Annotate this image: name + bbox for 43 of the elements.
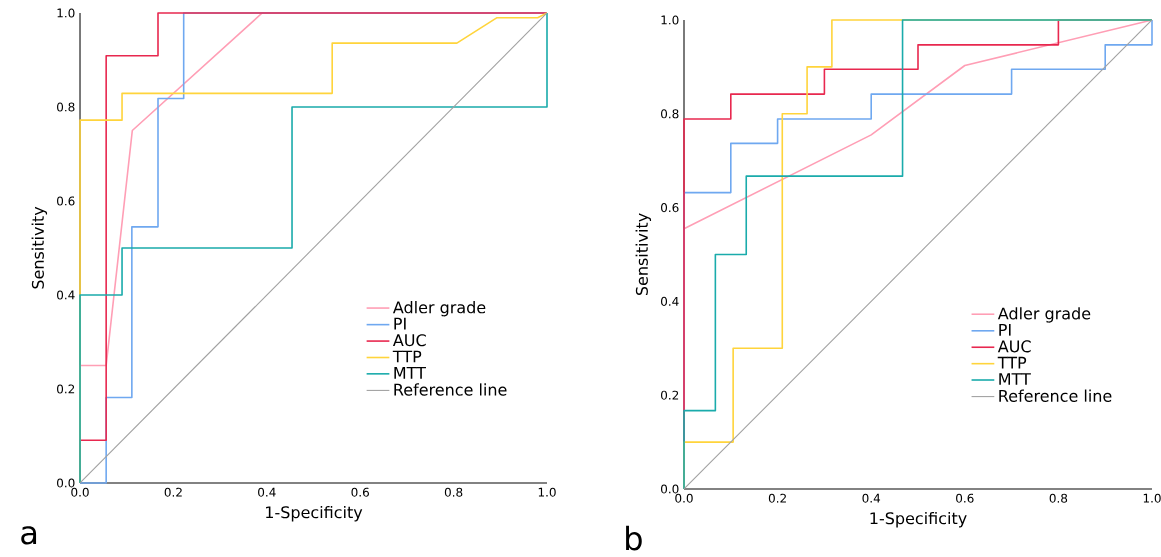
legend-label: MTT [999,373,1031,385]
x-tick-label: 0.2 [768,493,786,503]
legend-label: AUC [997,340,1031,353]
y-tick-label: 0.8 [57,102,75,112]
x-tick-label: 0.6 [956,493,974,503]
y-tick-label: 0.6 [661,203,679,213]
y-tick-label: 0.4 [57,290,75,300]
y-tick-label: 0.2 [57,384,75,394]
x-tick-label: 0.8 [444,487,463,497]
legend-label: Reference line [999,389,1112,402]
y-tick-label: 1.0 [57,8,75,18]
y-tick-label: 1.0 [661,15,679,25]
y-tick-label: 0.2 [661,390,679,400]
legend-label: PI [394,317,406,330]
legend-label: PI [999,323,1011,336]
x-tick-label: 0.8 [1049,493,1068,503]
y-tick-label: 0.0 [57,478,75,488]
legend-label: AUC [392,334,426,347]
y-tick-label: 0.8 [661,109,679,119]
legend-label: Reference line [394,383,507,396]
y-axis-title: Sensitivity [635,213,652,296]
legend-label: Adler grade [392,300,486,317]
legend-label: TTP [997,356,1027,369]
y-tick-label: 0.6 [57,196,75,206]
x-tick-label: 0.6 [351,487,369,497]
y-axis-title: Sensitivity [31,206,48,289]
x-tick-label: 1.0 [538,487,556,497]
legend-label: MTT [394,367,426,379]
line-series [79,12,548,484]
legend-label: TTP [392,350,422,363]
text: a [21,526,37,545]
x-tick-label: 0.4 [258,487,276,497]
x-tick-label: 0.4 [862,493,881,503]
x-axis-title: 1-Specificity [266,505,363,522]
legend-label: Adler grade [997,307,1091,323]
x-tick-label: 0.0 [71,487,89,497]
x-tick-label: 1.0 [1143,493,1161,503]
x-axis-title: 1-Specificity [870,511,967,528]
text: b [626,525,642,551]
y-tick-label: 0.4 [661,296,679,306]
line-series [683,19,1153,490]
x-tick-label: 0.2 [164,487,182,497]
x-tick-label: 0.0 [675,493,693,503]
